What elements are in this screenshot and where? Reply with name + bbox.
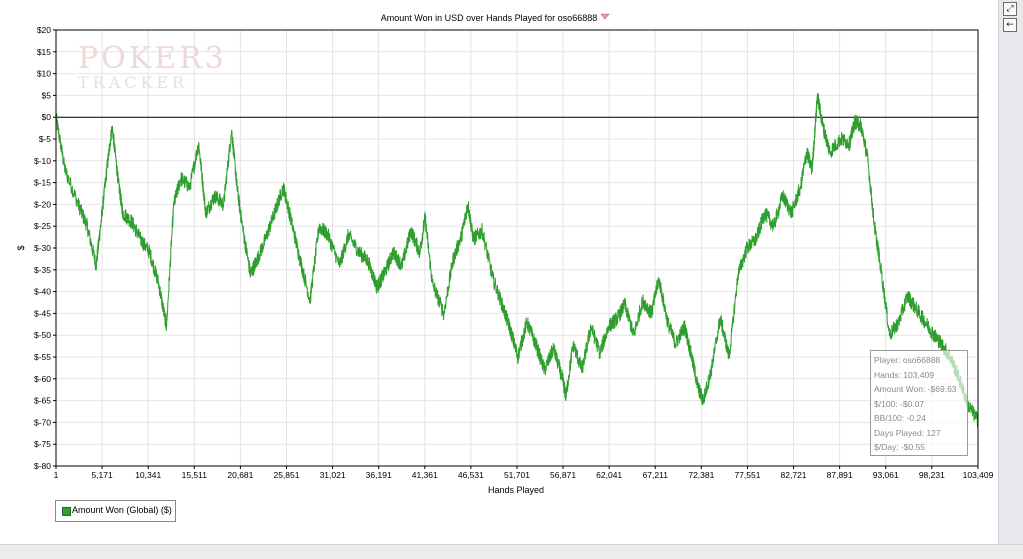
x-tick-label: 67,211 (643, 470, 669, 480)
chart: $20 $15 $10 $5 $0 $-5 $-10 $-15 $-20 $-25 $-30 $-35… (16, 13, 994, 495)
y-tick-label: $-25 (34, 221, 51, 231)
y-tick-label: $5 (42, 90, 52, 100)
x-tick-label: 36,191 (366, 470, 392, 480)
y-tick-label: $15 (37, 47, 51, 57)
y-axis-label: $ (16, 245, 26, 250)
stats-tooltip: Player: oso66888 Hands: 103,409 Amount W… (870, 350, 968, 456)
x-tick-label: 15,511 (182, 470, 208, 480)
back-arrow-icon[interactable]: ← (1003, 18, 1017, 32)
tooltip-per-day: $/Day: -$0.55 (874, 442, 926, 452)
status-bar (0, 544, 1023, 559)
series-layer (55, 92, 979, 428)
x-tick-label: 1 (54, 470, 59, 480)
y-tick-label: $-70 (34, 417, 51, 427)
x-tick-label: 93,061 (873, 470, 899, 480)
y-tick-label: $0 (42, 112, 52, 122)
x-tick-label: 62,041 (596, 470, 622, 480)
tooltip-per-100: $/100: -$0.07 (874, 398, 925, 409)
x-tick-label: 56,871 (550, 470, 576, 480)
tooltip-hands: Hands: 103,409 (874, 369, 935, 380)
y-tick-label: $-65 (34, 396, 51, 406)
y-tick-label: $-5 (39, 134, 52, 144)
x-tick-label: 72,381 (688, 470, 714, 480)
legend[interactable]: Amount Won (Global) ($) (55, 500, 176, 522)
tooltip-player: Player: oso66888 (874, 355, 941, 365)
y-tick-label: $10 (37, 69, 51, 79)
x-tick-label: 82,721 (781, 470, 807, 480)
x-tick-label: 25,851 (273, 470, 299, 480)
y-tick-label: $-75 (34, 439, 51, 449)
y-tick-label: $-50 (34, 330, 51, 340)
grid (55, 29, 979, 467)
chart-title: Amount Won in USD over Hands Played for … (381, 13, 597, 23)
x-tick-label: 51,701 (504, 470, 530, 480)
y-tick-label: $-35 (34, 265, 51, 275)
x-tick-label: 98,231 (919, 470, 945, 480)
x-tick-label: 103,409 (963, 470, 994, 480)
x-tick-label: 20,681 (227, 470, 253, 480)
tooltip-amount-won: Amount Won: -$69.63 (874, 384, 957, 394)
x-tick-label: 5,171 (91, 470, 113, 480)
y-tick-label: $-15 (34, 178, 51, 188)
y-tick-label: $20 (37, 25, 51, 35)
pin-icon[interactable] (600, 13, 610, 20)
x-axis-label: Hands Played (488, 485, 544, 495)
axes: $20 $15 $10 $5 $0 $-5 $-10 $-15 $-20 $-25 $-30 $-35… (34, 25, 994, 480)
side-panel: ⤢ ← (998, 0, 1023, 544)
x-tick-label: 41,361 (412, 470, 438, 480)
x-tick-label: 77,551 (734, 470, 760, 480)
tooltip-bb-100: BB/100: -0.24 (874, 413, 926, 423)
y-tick-label: $-10 (34, 156, 51, 166)
y-tick-label: $-60 (34, 374, 51, 384)
y-tick-label: $-45 (34, 308, 51, 318)
y-tick-label: $-55 (34, 352, 51, 362)
x-tick-label: 31,021 (320, 470, 346, 480)
y-tick-label: $-80 (34, 461, 51, 471)
x-tick-label: 46,531 (458, 470, 484, 480)
series-line (55, 92, 979, 428)
x-tick-label: 87,891 (827, 470, 853, 480)
y-tick-label: $-20 (34, 199, 51, 209)
legend-label: Amount Won (Global) ($) (72, 505, 172, 515)
y-tick-label: $-40 (34, 287, 51, 297)
tooltip-days-played: Days Played: 127 (874, 427, 941, 438)
x-tick-label: 10,341 (135, 470, 161, 480)
y-tick-label: $-30 (34, 243, 51, 253)
plot-border (55, 29, 979, 467)
expand-icon[interactable]: ⤢ (1003, 2, 1017, 16)
legend-swatch (62, 507, 71, 516)
